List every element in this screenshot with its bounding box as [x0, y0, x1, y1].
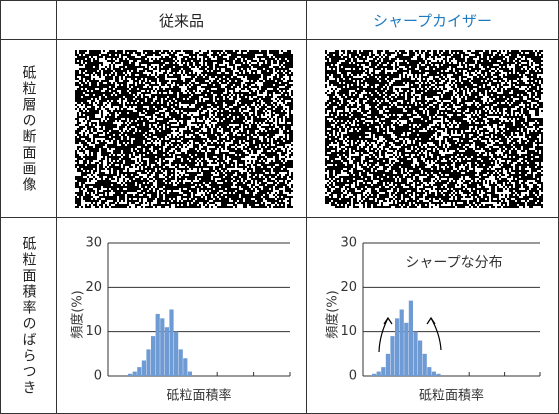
chart-cell: 0 10 20 30 頻度(%) 砥粒面積率 — [57, 218, 307, 414]
bar — [174, 332, 178, 376]
y-tick-label: 30 — [85, 236, 102, 251]
bar — [413, 332, 417, 376]
bar — [404, 323, 408, 376]
bar — [188, 372, 192, 376]
bar — [395, 318, 399, 376]
arrow-head — [427, 318, 435, 324]
bar — [423, 354, 427, 376]
histogram: 0 10 20 30 頻度(%) 砥粒面積率 — [57, 218, 306, 413]
y-tick-label: 20 — [85, 280, 102, 295]
cross-section-image — [307, 40, 558, 217]
image-cell — [57, 40, 307, 218]
arrow — [431, 318, 441, 350]
bar — [179, 349, 183, 376]
row-label: 砥粒層の断面画像 — [0, 40, 57, 218]
bar — [133, 372, 137, 376]
chart-cell: 0 10 20 30 頻度(%) 砥粒面積率 シャープな分布 — [307, 218, 559, 414]
row-label: 砥粒面積率のばらつき — [0, 218, 57, 414]
histogram: 0 10 20 30 頻度(%) 砥粒面積率 シャープな分布 — [307, 218, 558, 413]
cross-section-image — [57, 40, 306, 217]
bar — [165, 327, 169, 376]
bar — [183, 358, 187, 376]
header-conventional: 従来品 — [57, 0, 307, 40]
bar — [390, 336, 394, 376]
y-tick-label: 20 — [340, 280, 357, 295]
y-tick-label: 10 — [85, 324, 102, 339]
comparison-table: 従来品 シャープカイザー 砥粒層の断面画像 砥粒面積率のばらつき 0 10 20 30… — [0, 0, 559, 414]
header-sharp: シャープカイザー — [307, 0, 559, 40]
bar — [436, 374, 440, 376]
bar — [156, 314, 160, 376]
bar — [169, 310, 173, 377]
bar — [432, 372, 436, 376]
annotation: シャープな分布 — [405, 255, 502, 271]
bar — [427, 367, 431, 376]
bar — [409, 301, 413, 376]
y-tick-label: 0 — [94, 369, 102, 384]
bar — [146, 349, 150, 376]
bar — [160, 318, 164, 376]
bar — [381, 367, 385, 376]
bar — [128, 374, 132, 376]
bar — [137, 367, 141, 376]
y-tick-label: 30 — [340, 236, 357, 251]
bar — [142, 360, 146, 376]
y-tick-label: 10 — [340, 324, 357, 339]
y-tick-label: 0 — [349, 369, 357, 384]
bar — [372, 374, 376, 376]
arrow — [379, 318, 388, 352]
image-cell — [307, 40, 559, 218]
bar — [418, 341, 422, 376]
corner-cell — [0, 0, 57, 40]
y-axis-label: 頻度(%) — [70, 290, 86, 339]
y-axis-label: 頻度(%) — [325, 290, 341, 339]
x-axis-label: 砥粒面積率 — [419, 388, 484, 404]
bar — [377, 372, 381, 376]
x-axis-label: 砥粒面積率 — [166, 388, 231, 404]
bar — [386, 354, 390, 376]
bar — [151, 336, 155, 376]
arrow-head — [384, 318, 392, 324]
bar — [400, 310, 404, 377]
